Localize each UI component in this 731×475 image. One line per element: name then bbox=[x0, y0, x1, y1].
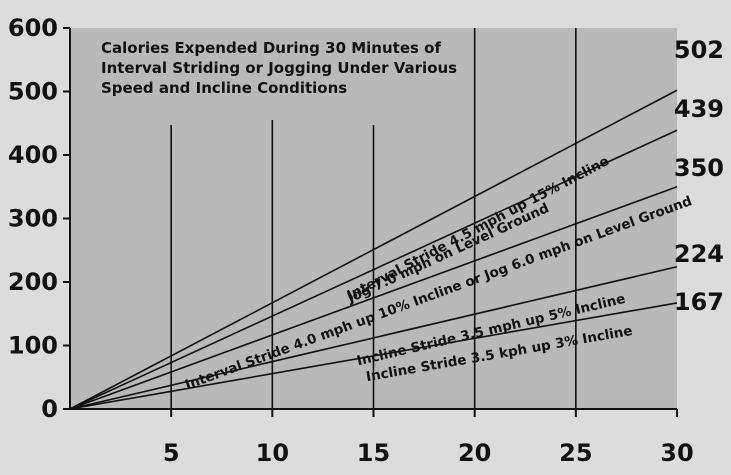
title-line-2: Interval Striding or Jogging Under Vario… bbox=[101, 59, 457, 77]
end-value-label-4: 224 bbox=[674, 240, 724, 268]
y-axis-ticks: 0 100 200 300 400 500 600 bbox=[8, 14, 70, 423]
series-line-2 bbox=[69, 129, 678, 410]
y-tick-label-500: 500 bbox=[8, 78, 58, 106]
end-value-label-2: 439 bbox=[674, 95, 724, 123]
x-tick-label-15: 15 bbox=[357, 439, 390, 467]
end-value-label-3: 350 bbox=[674, 154, 724, 182]
title-line-1: Calories Expended During 30 Minutes of bbox=[101, 39, 441, 57]
y-tick-label-400: 400 bbox=[8, 141, 58, 169]
x-tick-label-20: 20 bbox=[458, 439, 491, 467]
chart-title: Calories Expended During 30 Minutes of In… bbox=[101, 39, 457, 97]
end-value-label-5: 167 bbox=[674, 288, 724, 316]
x-tick-label-25: 25 bbox=[559, 439, 592, 467]
series-lines bbox=[69, 89, 678, 410]
series-line-5 bbox=[69, 302, 678, 410]
end-value-labels: 502 439 350 224 167 bbox=[674, 36, 724, 316]
x-tick-label-5: 5 bbox=[163, 439, 180, 467]
y-tick-label-200: 200 bbox=[8, 268, 58, 296]
x-axis-ticks: 5 10 15 20 25 30 bbox=[163, 409, 694, 467]
x-tick-label-30: 30 bbox=[660, 439, 693, 467]
y-tick-label-100: 100 bbox=[8, 332, 58, 360]
title-line-3: Speed and Incline Conditions bbox=[101, 79, 347, 97]
y-tick-label-300: 300 bbox=[8, 205, 58, 233]
y-tick-label-0: 0 bbox=[41, 395, 58, 423]
series-line-1 bbox=[69, 89, 678, 410]
series-line-4 bbox=[69, 265, 678, 410]
x-tick-label-10: 10 bbox=[256, 439, 289, 467]
y-tick-label-600: 600 bbox=[8, 14, 58, 42]
end-value-label-1: 502 bbox=[674, 36, 724, 64]
series-line-3 bbox=[69, 185, 678, 410]
